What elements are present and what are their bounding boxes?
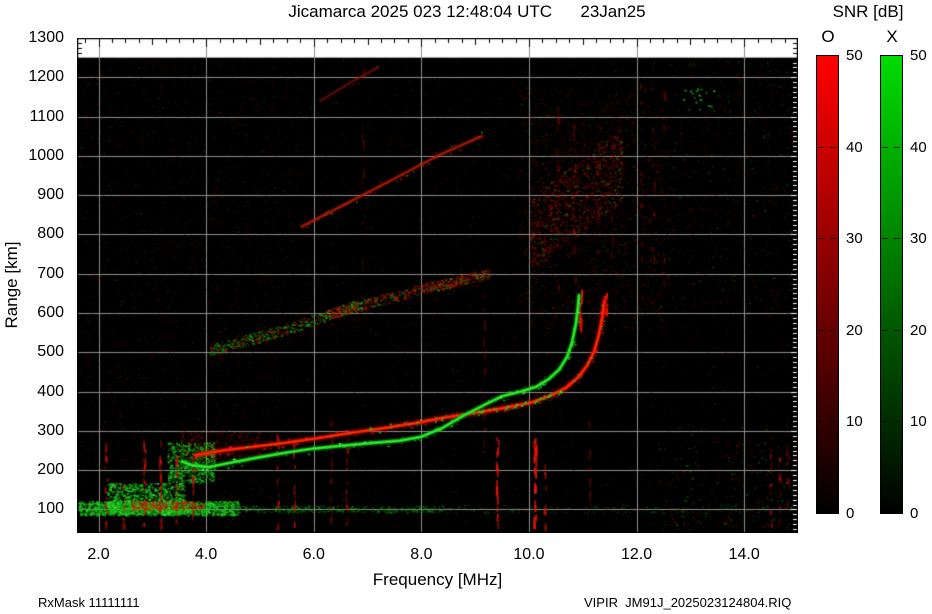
y-tick-label: 200 (37, 461, 64, 479)
colorbar-o-tick-label: 40 (846, 138, 863, 156)
colorbar-o-label: O (821, 27, 835, 46)
colorbar-title: SNR [dB] (832, 2, 904, 21)
x-tick-label: 2.0 (87, 546, 110, 563)
colorbar-o-tick-label: 50 (846, 47, 863, 64)
colorbar-x-tick-label: 30 (910, 230, 927, 248)
colorbar-tick-dash (818, 146, 824, 148)
x-tick-label: 10.0 (513, 546, 545, 563)
y-tick-label: 300 (37, 421, 64, 439)
y-tick-label: 900 (37, 186, 64, 204)
colorbar-x-tick-label: 0 (910, 505, 919, 522)
colorbar-x-tick-label: 50 (910, 47, 927, 64)
colorbar-tick-dash (894, 329, 900, 331)
x-tick-label: 4.0 (195, 546, 218, 563)
colorbar-tick-dash (830, 421, 836, 423)
colorbar-o-tick-label: 10 (846, 413, 863, 431)
y-tick-label: 100 (37, 500, 64, 518)
y-tick-label: 1000 (28, 146, 64, 164)
colorbar-x-tick-label: 20 (910, 321, 927, 339)
colorbar-x-tick-label: 40 (910, 138, 927, 156)
colorbar-tick-dash (894, 238, 900, 240)
footer-rxmask: RxMask 11111111 (38, 595, 140, 610)
y-tick-label: 1300 (28, 29, 64, 46)
y-tick-label: 700 (37, 264, 64, 282)
chart-title: Jicamarca 2025 023 12:48:04 UTC 23Jan25 (288, 2, 646, 21)
colorbar-tick-dash (894, 421, 900, 423)
y-tick-label: 400 (37, 382, 64, 400)
colorbar-tick-dash (818, 421, 824, 423)
colorbar-tick-dash (882, 421, 888, 423)
x-tick-label: 14.0 (728, 546, 760, 563)
x-tick-label: 6.0 (302, 546, 325, 563)
y-tick-label: 800 (37, 225, 64, 243)
colorbar-x-label: X (886, 27, 898, 46)
colorbar-tick-dash (882, 238, 888, 240)
y-tick-label: 500 (37, 343, 64, 361)
x-tick-label: 8.0 (410, 546, 433, 563)
colorbar-tick-dash (882, 146, 888, 148)
y-tick-label: 1100 (29, 107, 64, 125)
colorbar-tick-dash (830, 146, 836, 148)
colorbar-tick-dash (818, 329, 824, 331)
colorbar-tick-dash (894, 146, 900, 148)
x-axis-title: Frequency [MHz] (372, 570, 503, 589)
colorbar-tick-dash (882, 329, 888, 331)
colorbar-o-gradient (816, 55, 839, 514)
colorbar-tick-dash (818, 238, 824, 240)
x-tick-label: 12.0 (621, 546, 653, 563)
colorbar-x-tick-label: 10 (910, 413, 927, 431)
y-tick-label: 1200 (28, 68, 64, 86)
colorbar-tick-dash (830, 329, 836, 331)
colorbar-tick-dash (830, 238, 836, 240)
footer-filename: VIPIR JM91J_2025023124804.RIQ (584, 595, 792, 610)
colorbar-x-gradient (880, 55, 903, 514)
ionogram-plot-canvas (77, 38, 798, 533)
colorbar-o-tick-label: 30 (846, 230, 863, 248)
colorbar-o-tick-label: 0 (846, 505, 855, 522)
y-tick-label: 600 (37, 304, 64, 321)
colorbar-o-tick-label: 20 (846, 321, 863, 339)
